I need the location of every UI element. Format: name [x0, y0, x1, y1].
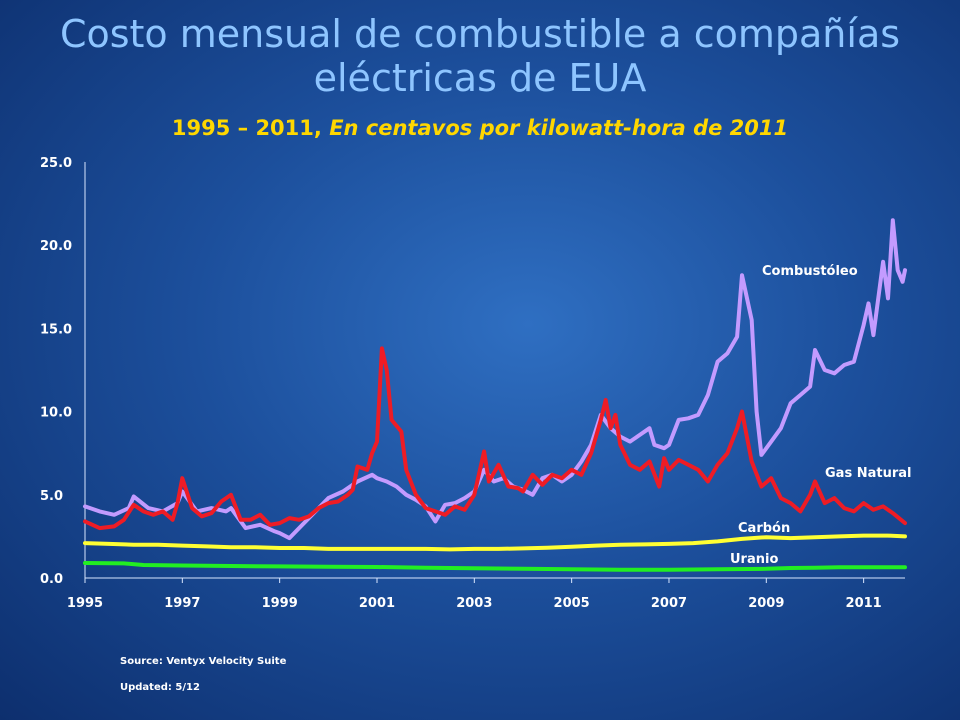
- y-tick-label: 5.0: [40, 489, 63, 504]
- y-tick-label: 0.0: [40, 572, 63, 587]
- series-label-combust-leo: Combustóleo: [762, 264, 858, 279]
- y-tick-label: 20.0: [40, 239, 72, 254]
- x-tick-label: 2007: [651, 596, 687, 611]
- series-line-uranio: [83, 561, 907, 572]
- chart-title: Costo mensual de combustible a compañías…: [0, 12, 960, 100]
- series-label-carb-n: Carbón: [738, 521, 790, 536]
- subtitle-years: 1995 – 2011,: [171, 116, 330, 140]
- series-label-gas-natural: Gas Natural: [825, 466, 911, 481]
- subtitle-units: En centavos por kilowatt-hora de 2011: [329, 116, 789, 140]
- updated-note: Updated: 5/12: [120, 682, 200, 693]
- x-tick-label: 1997: [164, 596, 200, 611]
- x-tick-label: 2005: [554, 596, 590, 611]
- series-label-uranio: Uranio: [730, 552, 778, 567]
- y-tick-label: 15.0: [40, 322, 72, 337]
- x-tick-label: 1995: [67, 596, 103, 611]
- x-tick-label: 1999: [262, 596, 298, 611]
- x-tick-label: 2009: [748, 596, 784, 611]
- chart-title-line1: Costo mensual de combustible a compañías: [59, 12, 901, 56]
- y-tick-label: 25.0: [40, 156, 72, 171]
- series-line-gas-natural: [83, 346, 907, 531]
- y-tick-label: 10.0: [40, 406, 72, 421]
- series-line-carb-n: [83, 533, 907, 552]
- source-note: Source: Ventyx Velocity Suite: [120, 656, 287, 667]
- x-tick-label: 2011: [846, 596, 882, 611]
- x-tick-label: 2001: [359, 596, 395, 611]
- chart-title-line2: eléctricas de EUA: [313, 56, 647, 100]
- x-tick-label: 2003: [456, 596, 492, 611]
- chart-subtitle: 1995 – 2011, En centavos por kilowatt-ho…: [0, 116, 960, 140]
